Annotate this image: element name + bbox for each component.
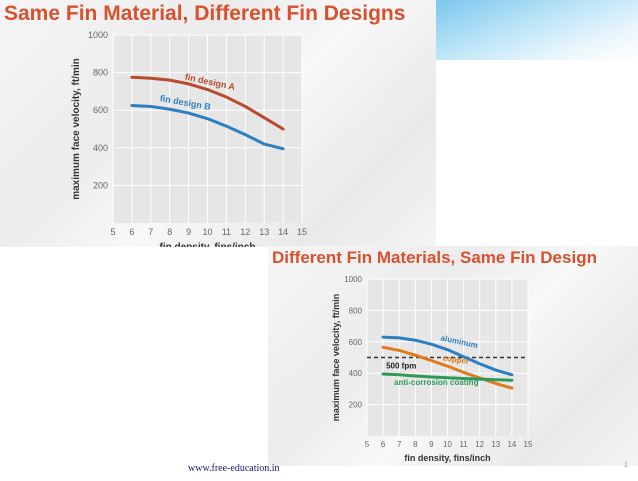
chart-title: Different Fin Materials, Same Fin Design: [272, 248, 597, 267]
header-decoration: [436, 0, 638, 60]
x-tick-label: 14: [507, 440, 516, 449]
x-tick-label: 15: [524, 440, 533, 449]
x-tick-label: 8: [167, 227, 172, 237]
x-tick-label: 9: [186, 227, 191, 237]
x-tick-label: 7: [148, 227, 153, 237]
x-tick-label: 5: [365, 440, 370, 449]
x-tick-label: 15: [297, 227, 307, 237]
fin-designs-chart: 200 400 600 800 1000 5 6 7 8 9 10 11 12 13 14 15 fin den…: [71, 30, 307, 247]
y-tick-label: 1000: [88, 30, 108, 40]
y-tick-label: 400: [93, 143, 108, 153]
y-tick-label: 600: [349, 338, 363, 347]
x-tick-label: 12: [475, 440, 484, 449]
x-tick-label: 8: [413, 440, 418, 449]
x-tick-label: 12: [240, 227, 250, 237]
y-tick-label: 800: [349, 306, 363, 315]
y-tick-label: 800: [93, 68, 108, 78]
chart-title: Same Fin Material, Different Fin Designs: [4, 2, 406, 25]
x-tick-label: 5: [110, 227, 115, 237]
footer-website[interactable]: www.free-education.in: [188, 463, 280, 474]
y-tick-label: 200: [93, 180, 108, 190]
x-tick-label: 10: [443, 440, 452, 449]
y-axis-label: maximum face velocity, ft/min: [71, 58, 82, 200]
series-label-copper: copper: [442, 353, 470, 366]
y-tick-label: 600: [93, 105, 108, 115]
y-tick-label: 400: [349, 369, 363, 378]
x-tick-label: 11: [222, 227, 231, 237]
y-tick-label: 1000: [344, 275, 362, 284]
x-tick-label: 13: [491, 440, 500, 449]
x-tick-label: 14: [278, 227, 288, 237]
x-tick-label: 9: [429, 440, 434, 449]
x-tick-label: 13: [259, 227, 269, 237]
x-axis-label: fin density, fins/inch: [404, 453, 490, 463]
x-tick-label: 6: [381, 440, 386, 449]
x-tick-label: 11: [459, 440, 468, 449]
reference-line-label: 500 fpm: [386, 362, 416, 371]
y-tick-label: 200: [349, 401, 363, 410]
x-axis-label: fin density, fins/inch: [160, 242, 256, 247]
y-axis-label: maximum face velocity, ft/min: [331, 294, 341, 421]
x-tick-label: 10: [202, 227, 212, 237]
chart-panel-fin-designs: Same Fin Material, Different Fin Designs…: [0, 0, 436, 247]
fin-materials-chart: 200 400 600 800 1000 5 6 7 8 9 10 11 12 13 14 15 fin den…: [331, 275, 533, 463]
page-mark: 1: [624, 462, 628, 469]
x-tick-label: 7: [397, 440, 402, 449]
series-label-anti-corrosion-coating: anti-corrosion coating: [394, 378, 479, 387]
x-tick-label: 6: [129, 227, 134, 237]
chart-panel-fin-materials: Different Fin Materials, Same Fin Design…: [268, 246, 638, 466]
